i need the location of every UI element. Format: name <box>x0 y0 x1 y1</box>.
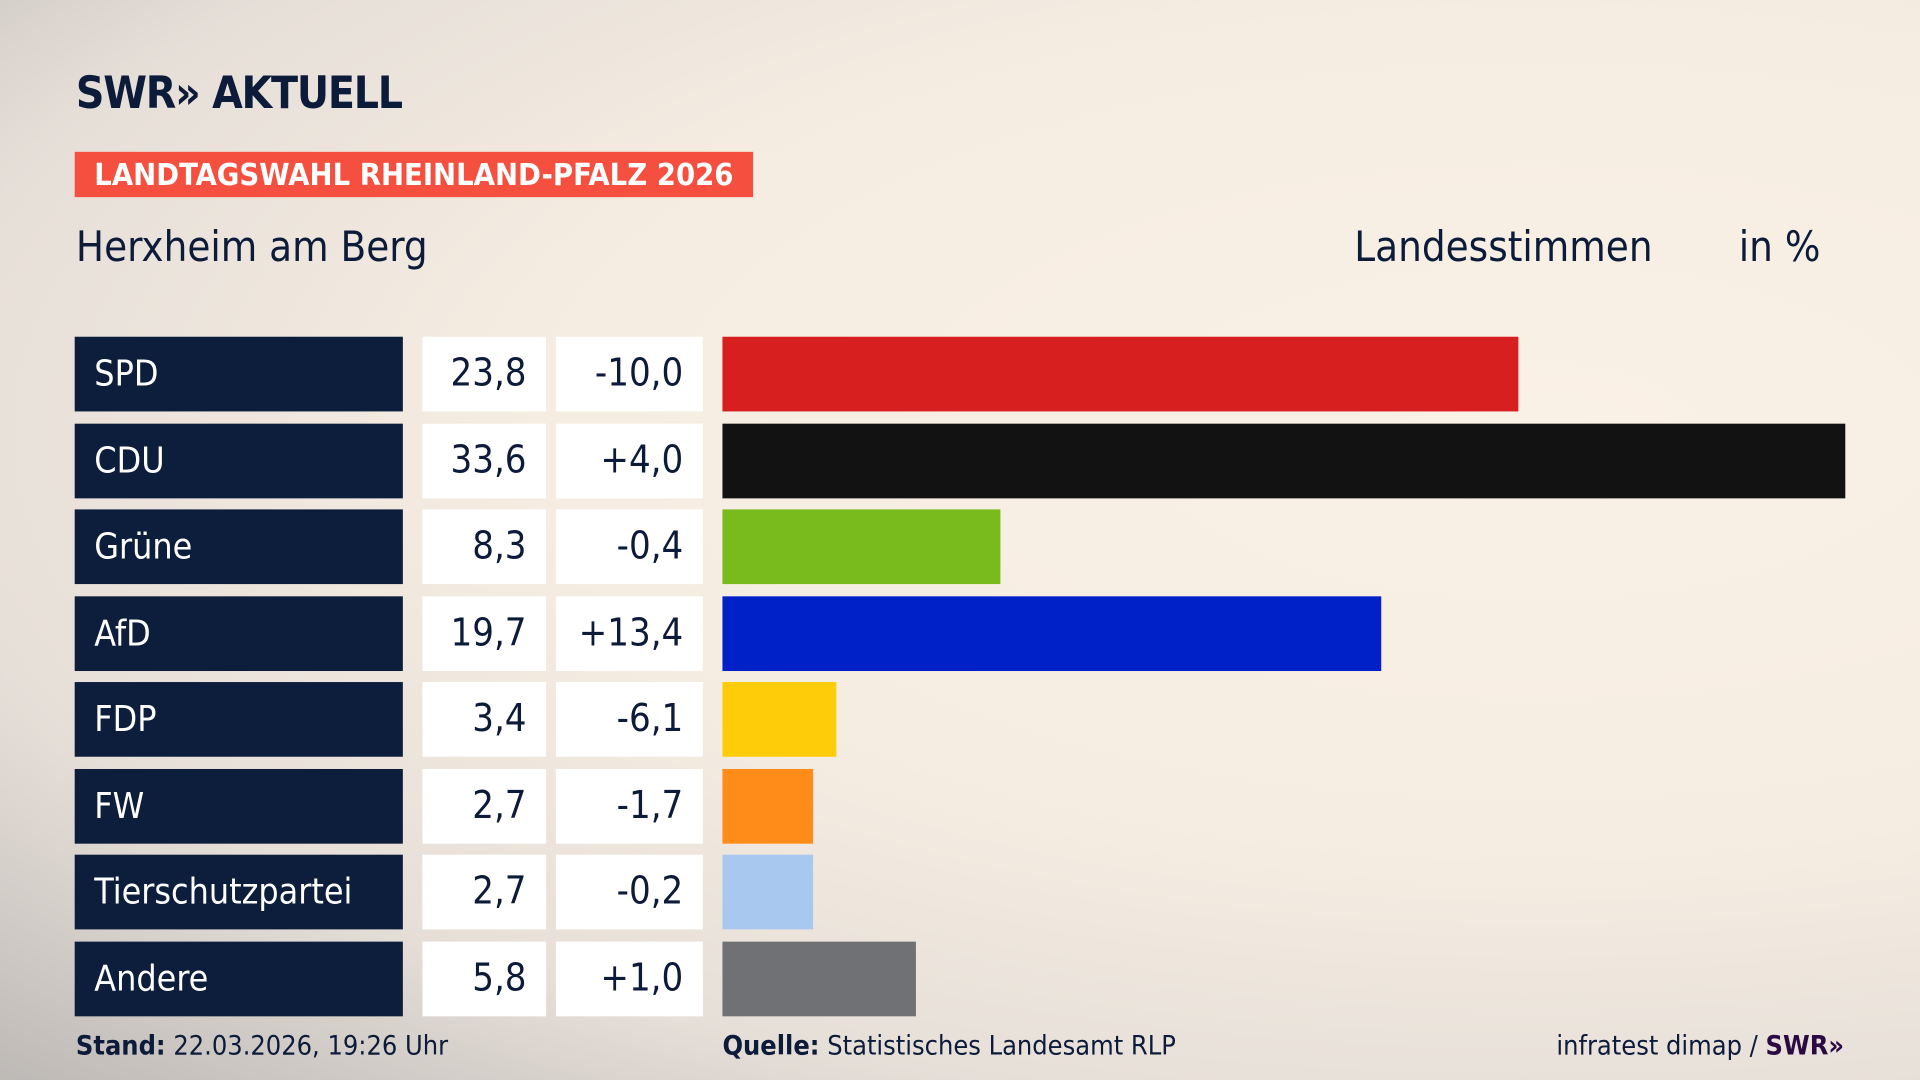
result-row: AfD 19,7 +13,4 <box>0 595 1920 671</box>
party-label: Tierschutzpartei <box>74 854 403 930</box>
place-title: Herxheim am Berg <box>75 222 428 272</box>
source-label: Quelle: <box>722 1031 820 1062</box>
result-row: Andere 5,8 +1,0 <box>0 941 1920 1016</box>
stand-value: 22.03.2026, 19:26 Uhr <box>173 1031 449 1062</box>
party-label: Andere <box>74 941 403 1016</box>
result-row: SPD 23,8 -10,0 <box>0 336 1920 412</box>
bar <box>722 941 917 1016</box>
value-label: 2,7 <box>422 768 547 844</box>
bar <box>722 423 1846 498</box>
value-label: 2,7 <box>422 854 547 930</box>
swr-logo: SWR» <box>1765 1031 1845 1062</box>
party-label: Grüne <box>74 509 403 585</box>
bar <box>722 854 813 930</box>
unit-label: in % <box>1738 222 1821 272</box>
party-label: SPD <box>74 336 403 412</box>
party-label: FDP <box>74 682 403 757</box>
value-label: 33,6 <box>422 423 547 498</box>
credit-text: infratest dimap / <box>1556 1031 1758 1062</box>
change-label: +1,0 <box>555 941 703 1016</box>
change-label: -0,4 <box>555 509 703 585</box>
swr-aktuell-logo: SWR» AKTUELL <box>75 68 403 119</box>
change-label: -6,1 <box>555 682 703 757</box>
bar <box>722 768 813 844</box>
vote-type: Landesstimmen <box>1354 222 1653 272</box>
value-label: 8,3 <box>422 509 547 585</box>
value-label: 3,4 <box>422 682 547 757</box>
credit: infratest dimap / SWR» <box>1556 1031 1844 1062</box>
change-label: -10,0 <box>555 336 703 412</box>
party-label: CDU <box>74 423 403 498</box>
change-label: -0,2 <box>555 854 703 930</box>
source: Quelle: Statistisches Landesamt RLP <box>722 1031 1175 1062</box>
value-label: 23,8 <box>422 336 547 412</box>
party-label: AfD <box>74 595 403 671</box>
result-row: Grüne 8,3 -0,4 <box>0 509 1920 585</box>
bar <box>722 682 837 757</box>
bar <box>722 595 1381 671</box>
result-row: CDU 33,6 +4,0 <box>0 423 1920 498</box>
result-row: FW 2,7 -1,7 <box>0 768 1920 844</box>
result-row: FDP 3,4 -6,1 <box>0 682 1920 757</box>
value-label: 19,7 <box>422 595 547 671</box>
value-label: 5,8 <box>422 941 547 1016</box>
change-label: +13,4 <box>555 595 703 671</box>
result-row: Tierschutzpartei 2,7 -0,2 <box>0 854 1920 930</box>
party-label: FW <box>74 768 403 844</box>
change-label: +4,0 <box>555 423 703 498</box>
election-banner: LANDTAGSWAHL RHEINLAND-PFALZ 2026 <box>74 151 754 198</box>
stand: Stand: 22.03.2026, 19:26 Uhr <box>76 1031 448 1062</box>
source-value: Statistisches Landesamt RLP <box>827 1031 1176 1062</box>
bar <box>722 336 1518 412</box>
stand-label: Stand: <box>75 1031 166 1062</box>
change-label: -1,7 <box>555 768 703 844</box>
bar <box>722 509 1000 585</box>
